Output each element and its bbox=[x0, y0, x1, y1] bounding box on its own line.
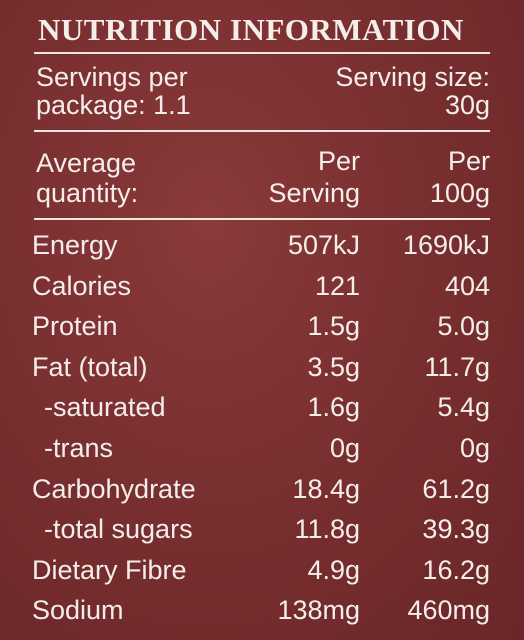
serving-size-line2: 30g bbox=[444, 90, 490, 120]
per-serving-value: 18.4g bbox=[292, 473, 360, 504]
rule-header bbox=[34, 218, 490, 220]
header-average: Average bbox=[36, 148, 137, 178]
per-serving-value: 0g bbox=[329, 433, 360, 463]
per-serving-value: 1.5g bbox=[307, 311, 360, 342]
per-serving-value: 11.8g bbox=[294, 514, 360, 545]
nutrient-name: Sodium bbox=[32, 595, 124, 626]
nutrient-name: Fat (total) bbox=[32, 351, 148, 382]
per-100g-value: 404 bbox=[444, 270, 490, 301]
per-100g-value: 460mg bbox=[407, 595, 490, 626]
servings-per-package-line2: package: 1.1 bbox=[36, 90, 191, 120]
header-quantity: quantity: bbox=[36, 178, 139, 208]
nutrient-name: -saturated bbox=[44, 392, 166, 423]
per-100g-value: 11.7g bbox=[424, 351, 490, 382]
per-serving-value: 4.9g bbox=[307, 554, 360, 585]
header-per-100g-line2: 100g bbox=[429, 178, 490, 208]
per-100g-value: 5.0g bbox=[437, 311, 490, 342]
per-serving-value: 3.5g bbox=[307, 351, 360, 382]
header-per-100g-line1: Per bbox=[447, 146, 490, 176]
nutrient-name: Dietary Fibre bbox=[32, 554, 187, 585]
per-serving-value: 121 bbox=[314, 270, 360, 301]
header-per-serving-line1: Per bbox=[317, 146, 360, 176]
nutrient-name: Energy bbox=[32, 230, 118, 260]
servings-per-package-line1: Servings per bbox=[36, 62, 188, 92]
nutrient-name: Carbohydrate bbox=[32, 473, 196, 504]
per-serving-value: 507kJ bbox=[287, 230, 360, 260]
panel-title: NUTRITION INFORMATION bbox=[38, 12, 464, 47]
serving-size-line1: Serving size: bbox=[335, 62, 490, 92]
per-serving-value: 138mg bbox=[277, 595, 360, 626]
per-100g-value: 39.3g bbox=[422, 514, 490, 545]
per-100g-value: 16.2g bbox=[422, 554, 490, 585]
header-per-serving-line2: Serving bbox=[268, 178, 360, 208]
rule-servings bbox=[34, 130, 490, 132]
rule-top bbox=[34, 52, 490, 54]
per-100g-value: 1690kJ bbox=[402, 230, 490, 260]
per-serving-value: 1.6g bbox=[307, 392, 360, 423]
nutrient-name: -trans bbox=[44, 433, 114, 463]
per-100g-value: 0g bbox=[459, 433, 490, 463]
nutrient-name: -total sugars bbox=[44, 514, 193, 545]
per-100g-value: 61.2g bbox=[422, 473, 490, 504]
per-100g-value: 5.4g bbox=[437, 392, 490, 423]
nutrient-name: Calories bbox=[32, 270, 132, 301]
nutrient-name: Protein bbox=[32, 311, 118, 342]
